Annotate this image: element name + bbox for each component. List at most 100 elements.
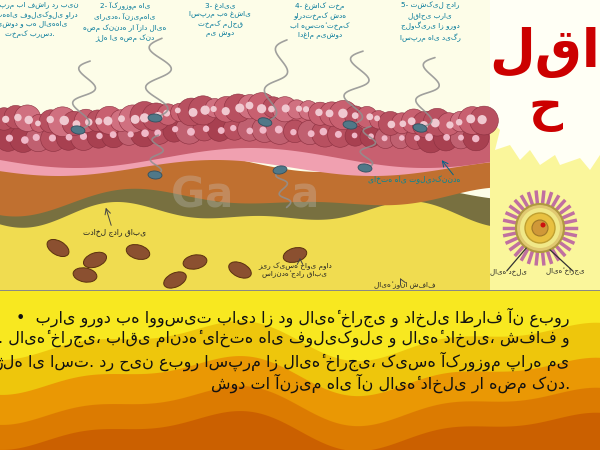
Text: 5- تشکیل جدار
لقاحی برای
جلوگیری از ورود
اسپرم های دیگر: 5- تشکیل جدار لقاحی برای جلوگیری از ورود… — [400, 2, 460, 41]
Bar — [0, 0, 600, 290]
Circle shape — [118, 123, 140, 145]
Circle shape — [207, 117, 232, 141]
Circle shape — [140, 113, 149, 122]
Circle shape — [352, 133, 358, 138]
Polygon shape — [0, 152, 490, 216]
Ellipse shape — [71, 126, 85, 134]
Circle shape — [62, 111, 86, 135]
Circle shape — [263, 97, 284, 118]
Circle shape — [4, 105, 28, 129]
Circle shape — [175, 116, 203, 144]
Circle shape — [10, 126, 37, 153]
Text: لایهٔ زونا شفاف: لایهٔ زونا شفاف — [374, 281, 436, 289]
Bar — [490, 0, 600, 290]
Text: یاخته های تولیدکننده: یاخته های تولیدکننده — [367, 176, 460, 184]
Circle shape — [400, 121, 406, 127]
Circle shape — [296, 106, 302, 112]
Text: لایهٔ خارجی: لایهٔ خارجی — [546, 268, 584, 275]
Circle shape — [463, 125, 489, 151]
Circle shape — [379, 112, 402, 135]
Circle shape — [382, 135, 388, 141]
Circle shape — [259, 126, 266, 134]
Circle shape — [65, 134, 73, 140]
Circle shape — [434, 127, 458, 151]
Ellipse shape — [183, 255, 207, 269]
Circle shape — [451, 111, 471, 132]
Circle shape — [425, 133, 433, 141]
Circle shape — [399, 135, 404, 141]
Circle shape — [252, 117, 277, 143]
Circle shape — [154, 130, 161, 136]
Text: شود تا آنزیم های آن لایهٔ داخلی را هضم کند.: شود تا آنزیم های آن لایهٔ داخلی را هضم ک… — [211, 374, 570, 393]
Circle shape — [214, 96, 239, 122]
Circle shape — [87, 125, 110, 148]
Circle shape — [85, 118, 92, 126]
Circle shape — [71, 125, 97, 150]
Circle shape — [401, 109, 426, 133]
Circle shape — [368, 133, 374, 139]
Circle shape — [451, 128, 472, 149]
Text: 4- غشاک تخم
واردتخمک شده
با هستهٔ تخمک
ادغام میشود: 4- غشاک تخم واردتخمک شده با هستهٔ تخمک ا… — [290, 2, 350, 39]
Bar — [0, 290, 600, 450]
Circle shape — [73, 120, 80, 128]
Circle shape — [290, 129, 296, 135]
Circle shape — [41, 126, 66, 152]
Circle shape — [118, 115, 125, 122]
Circle shape — [266, 117, 294, 144]
Circle shape — [141, 130, 149, 137]
Circle shape — [405, 128, 426, 149]
Circle shape — [472, 135, 479, 142]
Circle shape — [35, 121, 41, 126]
Polygon shape — [0, 411, 600, 450]
Circle shape — [146, 120, 171, 144]
Circle shape — [221, 107, 230, 115]
Circle shape — [224, 94, 252, 122]
Circle shape — [374, 115, 380, 121]
Circle shape — [238, 117, 262, 141]
Text: ح: ح — [528, 87, 562, 132]
Circle shape — [275, 126, 283, 134]
Circle shape — [431, 118, 440, 127]
Circle shape — [128, 131, 134, 137]
Ellipse shape — [47, 239, 69, 256]
Circle shape — [344, 106, 366, 127]
Ellipse shape — [273, 166, 287, 174]
Circle shape — [110, 131, 116, 138]
Circle shape — [130, 120, 157, 147]
Circle shape — [30, 114, 48, 132]
Circle shape — [320, 128, 327, 135]
Circle shape — [119, 105, 147, 133]
Circle shape — [130, 102, 159, 130]
Circle shape — [188, 108, 197, 117]
Circle shape — [21, 136, 29, 144]
Circle shape — [470, 106, 499, 135]
Circle shape — [424, 108, 451, 136]
Circle shape — [0, 108, 15, 130]
Circle shape — [211, 106, 217, 112]
Circle shape — [6, 135, 13, 142]
Ellipse shape — [164, 272, 186, 288]
Circle shape — [163, 110, 170, 117]
Circle shape — [163, 120, 185, 142]
Circle shape — [56, 126, 80, 150]
Ellipse shape — [148, 114, 162, 122]
Circle shape — [478, 115, 487, 124]
Circle shape — [95, 118, 102, 125]
Text: 1- سپرم با فشار در بین
یاختههای فولیکولی وارد
میشود و به لایههای
تخمک برسد.: 1- سپرم با فشار در بین یاختههای فولیکولی… — [0, 2, 79, 38]
Circle shape — [103, 117, 112, 126]
Circle shape — [14, 114, 22, 121]
Circle shape — [335, 131, 342, 138]
Circle shape — [175, 108, 181, 113]
Circle shape — [218, 127, 224, 134]
Circle shape — [466, 114, 475, 123]
Circle shape — [205, 99, 224, 117]
Circle shape — [458, 107, 486, 135]
Circle shape — [32, 134, 40, 141]
Circle shape — [456, 119, 463, 126]
Circle shape — [388, 121, 395, 128]
Circle shape — [356, 106, 377, 128]
Circle shape — [446, 122, 454, 129]
Circle shape — [360, 126, 380, 147]
Text: 2- آکروزوم های
یاریده، آنزیمهای
هضم کننده را آزاد لایه
ژله ای هضم کند: 2- آکروزوم های یاریده، آنزیمهای هضم کنند… — [83, 2, 167, 42]
Circle shape — [247, 93, 276, 122]
